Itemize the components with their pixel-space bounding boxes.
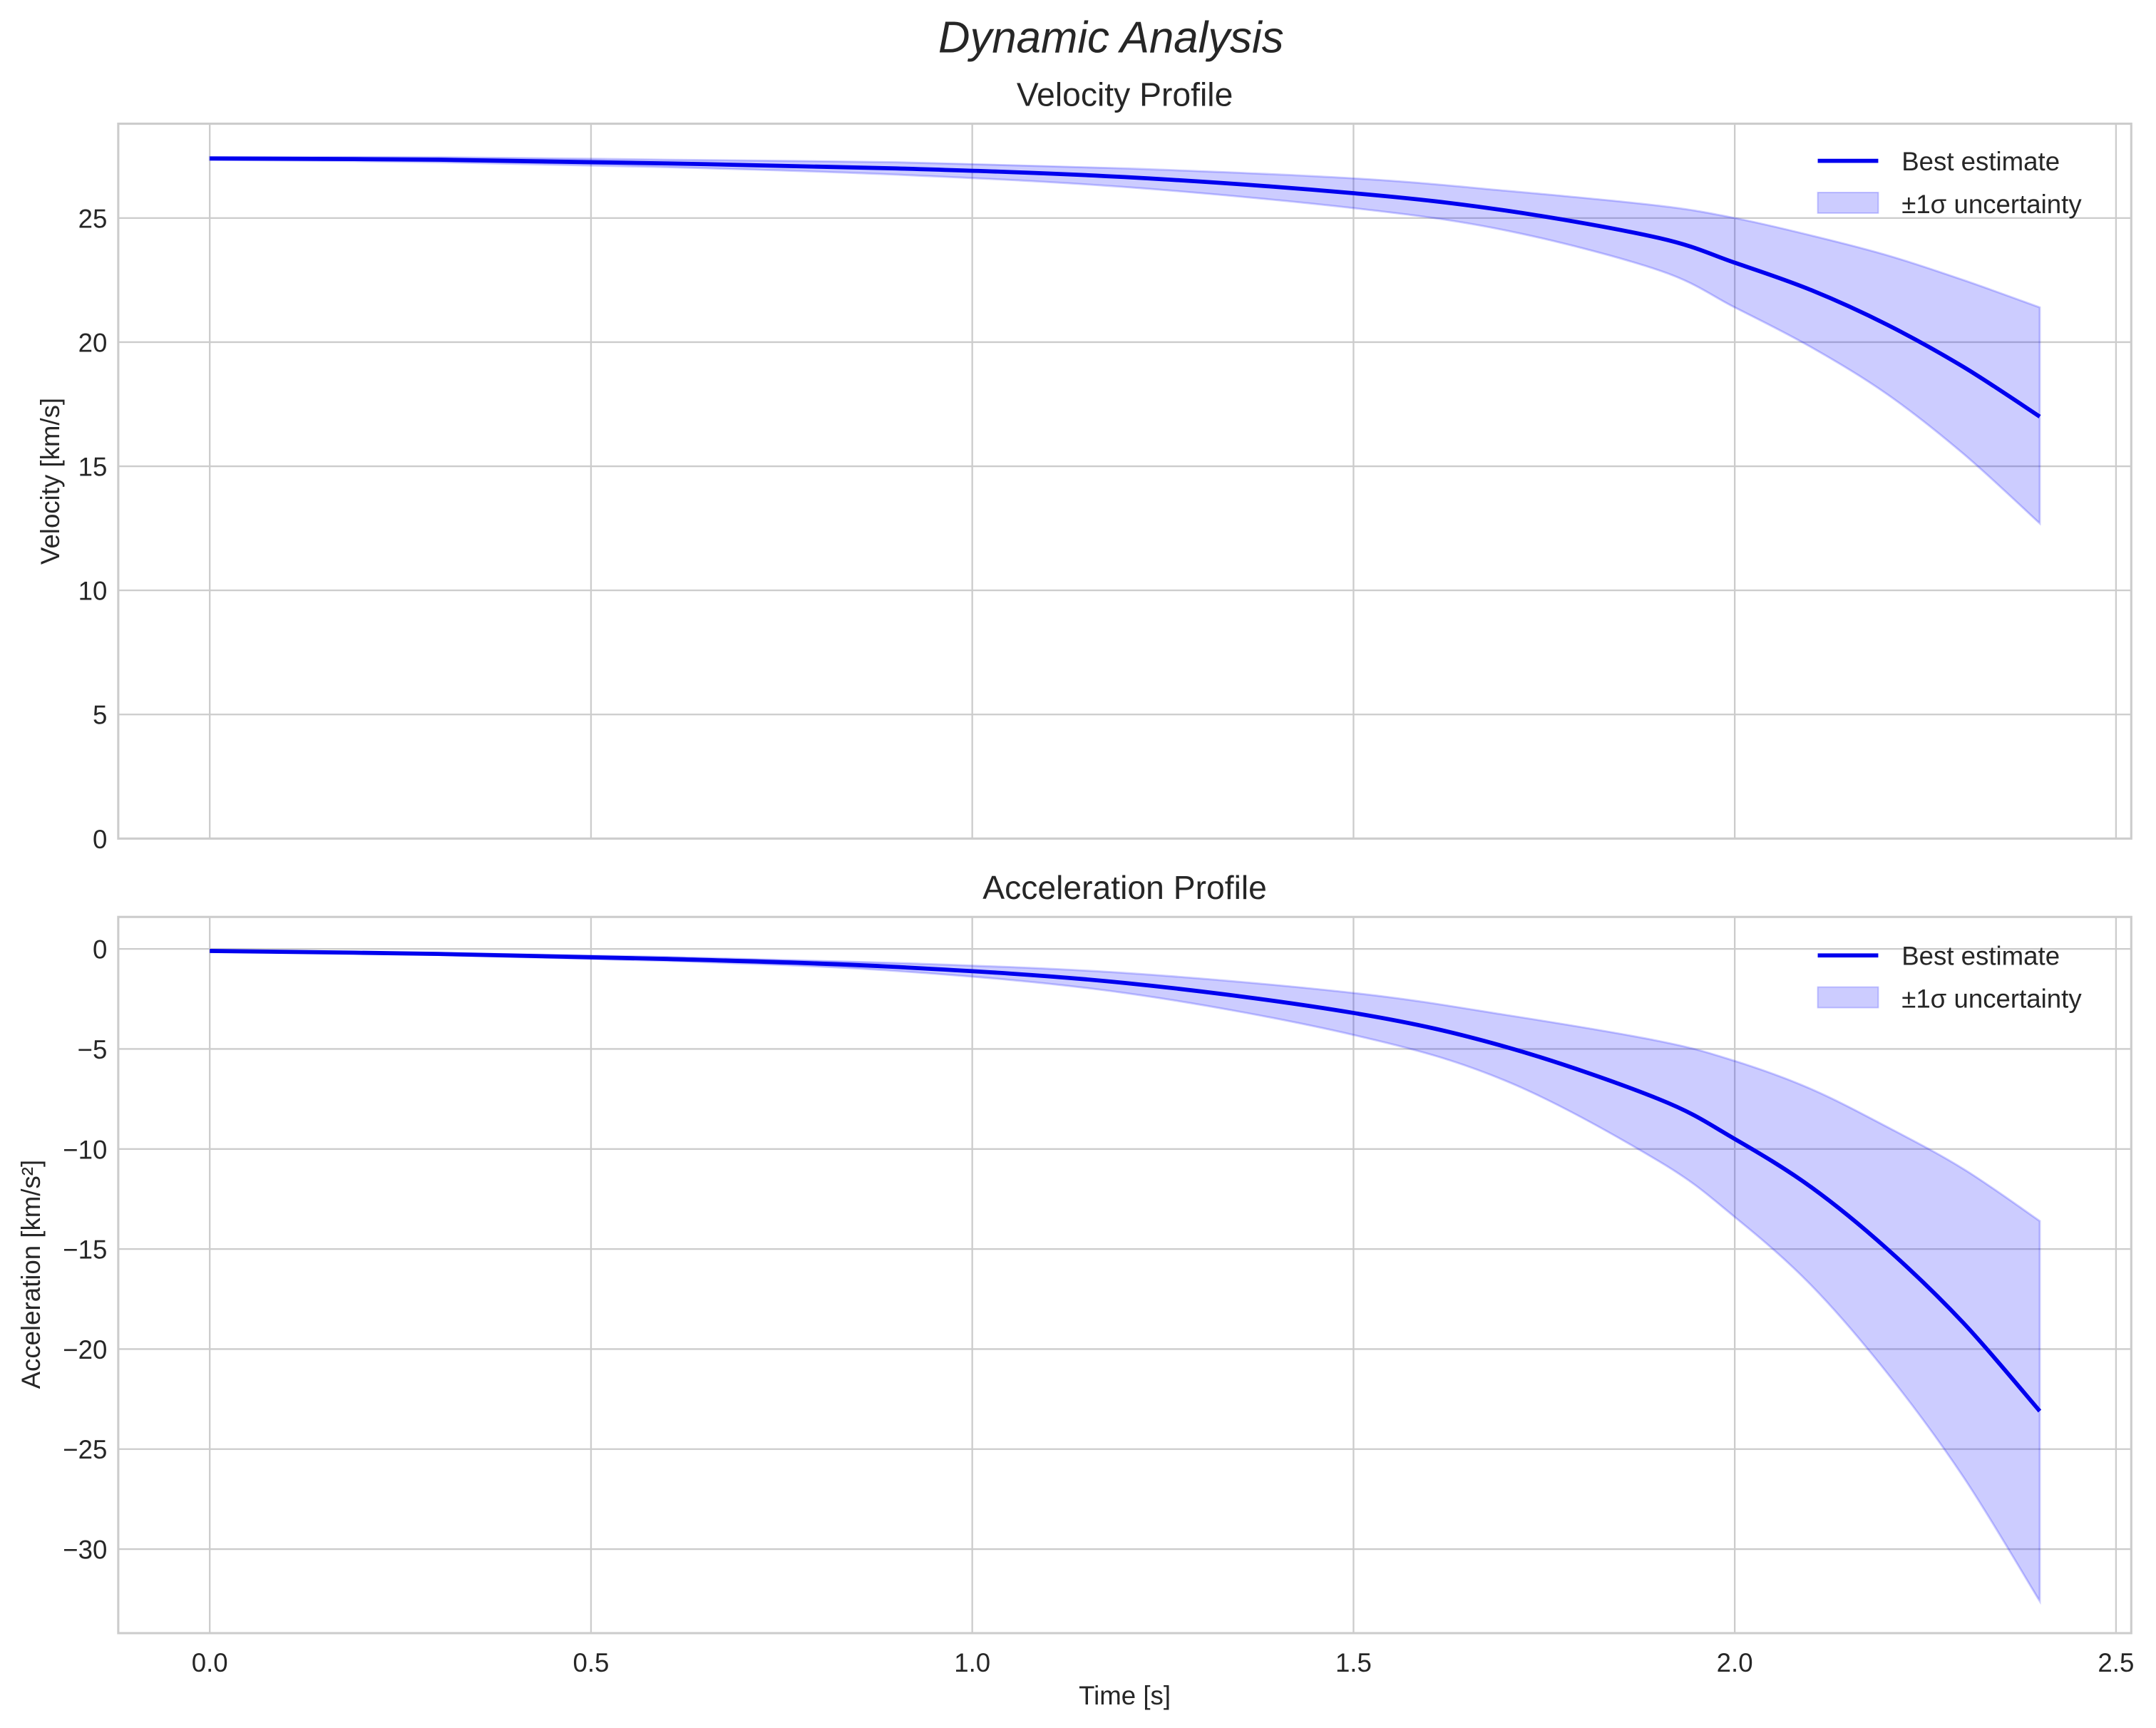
y-tick-label: 0 xyxy=(93,935,107,965)
y-tick-label: 5 xyxy=(93,701,107,730)
x-tick-label: 2.5 xyxy=(2098,1648,2134,1677)
acceleration-y-label: Acceleration [km/s²] xyxy=(16,1160,46,1389)
legend-band-label: ±1σ uncertainty xyxy=(1901,984,2082,1014)
velocity-uncertainty-band xyxy=(208,155,2041,526)
y-tick-label: 10 xyxy=(78,577,108,606)
x-tick-label: 0.0 xyxy=(192,1648,228,1677)
legend-band-swatch xyxy=(1817,986,1879,1009)
legend-band-swatch xyxy=(1817,192,1879,214)
x-tick-label: 2.0 xyxy=(1717,1648,1753,1677)
velocity-title: Velocity Profile xyxy=(1017,76,1233,113)
legend-line-label: Best estimate xyxy=(1901,942,2060,971)
velocity-y-label: Velocity [km/s] xyxy=(36,398,65,565)
x-ticks: 0.0 0.5 1.0 1.5 2.0 2.5 xyxy=(192,1648,2135,1677)
x-tick-label: 1.0 xyxy=(954,1648,990,1677)
velocity-y-ticks: 0 5 10 15 20 25 xyxy=(78,204,108,853)
x-tick-label: 1.5 xyxy=(1335,1648,1372,1677)
y-tick-label: 15 xyxy=(78,453,108,482)
acceleration-y-ticks: 0 −5 −10 −15 −20 −25 −30 xyxy=(63,935,107,1565)
velocity-best-estimate-line xyxy=(210,156,2041,418)
y-tick-label: 0 xyxy=(93,825,107,854)
x-tick-label: 0.5 xyxy=(573,1648,609,1677)
acceleration-uncertainty-band xyxy=(210,950,2041,1605)
y-tick-label: −30 xyxy=(63,1536,107,1565)
y-tick-label: 20 xyxy=(78,328,108,357)
y-tick-label: −5 xyxy=(78,1035,108,1064)
acceleration-best-estimate-line xyxy=(210,949,2042,1413)
velocity-legend: Best estimate ±1σ uncertainty xyxy=(1817,147,2082,219)
y-tick-label: −15 xyxy=(63,1235,107,1265)
legend-band-label: ±1σ uncertainty xyxy=(1901,190,2082,219)
y-tick-label: 25 xyxy=(78,204,108,233)
y-tick-label: −20 xyxy=(63,1335,107,1364)
x-axis-label: Time [s] xyxy=(1079,1681,1171,1710)
acceleration-panel: Acceleration Profile 0−5−10−15−20−25−30 … xyxy=(16,869,2134,1710)
velocity-panel: Velocity Profile 0 5 10 15 20 25 Velocity [km… xyxy=(36,76,2132,854)
figure-title: Dynamic Analysis xyxy=(938,13,1284,62)
y-tick-label: −25 xyxy=(63,1435,107,1464)
legend-line-label: Best estimate xyxy=(1901,147,2060,176)
velocity-axes-frame xyxy=(117,123,2132,840)
acceleration-axes-frame xyxy=(117,915,2132,1635)
y-tick-label: −10 xyxy=(63,1135,107,1164)
acceleration-grid xyxy=(118,917,2132,1633)
acceleration-legend: Best estimate ±1σ uncertainty xyxy=(1817,942,2082,1014)
acceleration-title: Acceleration Profile xyxy=(982,869,1267,906)
velocity-grid xyxy=(118,123,2132,840)
